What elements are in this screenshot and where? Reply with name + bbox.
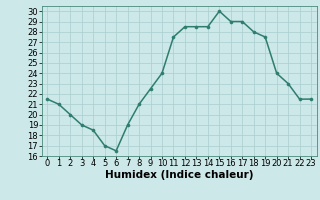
X-axis label: Humidex (Indice chaleur): Humidex (Indice chaleur)	[105, 170, 253, 180]
